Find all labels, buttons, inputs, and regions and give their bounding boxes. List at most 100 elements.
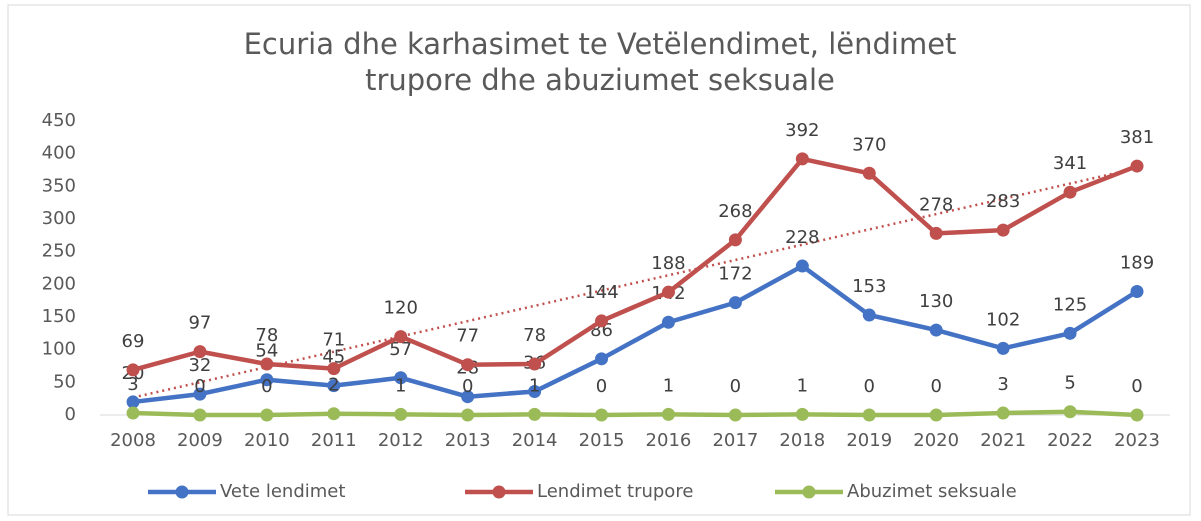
legend-label: Vete lendimet	[220, 481, 345, 502]
x-tick-label: 2011	[311, 430, 357, 451]
trendline	[132, 167, 1138, 399]
point	[1063, 326, 1077, 340]
y-tick-label: 300	[42, 208, 76, 229]
point	[1130, 408, 1144, 422]
series-line	[132, 156, 1138, 373]
data-label: 130	[919, 291, 953, 312]
data-label: 0	[462, 376, 473, 397]
data-label: 370	[852, 134, 886, 155]
x-tick-label: 2023	[1114, 430, 1160, 451]
data-label: 189	[1120, 253, 1154, 274]
point	[260, 408, 274, 422]
x-tick-label: 2020	[913, 430, 959, 451]
data-label: 0	[930, 376, 941, 397]
data-label: 268	[718, 201, 752, 222]
data-label: 1	[797, 375, 808, 396]
point	[595, 314, 609, 328]
data-label: 392	[785, 120, 819, 141]
data-label: 0	[1131, 376, 1142, 397]
data-label: 120	[384, 298, 418, 319]
data-label: 0	[730, 376, 741, 397]
series-line	[132, 409, 1138, 418]
data-label: 1	[663, 375, 674, 396]
data-label: 5	[1064, 373, 1075, 394]
point	[394, 371, 408, 385]
y-tick-label: 350	[42, 175, 76, 196]
data-label: 69	[122, 331, 145, 352]
y-tick-label: 0	[65, 404, 76, 425]
point	[327, 407, 341, 421]
point	[126, 406, 140, 420]
data-label: 125	[1053, 294, 1087, 315]
chart-frame	[7, 4, 1191, 516]
y-tick-label: 150	[42, 306, 76, 327]
point	[728, 233, 742, 247]
point	[728, 296, 742, 310]
point	[193, 408, 207, 422]
data-label: 97	[188, 313, 211, 334]
x-tick-label: 2012	[378, 430, 424, 451]
data-label: 32	[188, 355, 211, 376]
point	[862, 408, 876, 422]
data-label: 2	[328, 375, 339, 396]
legend-label: Lendimet trupore	[537, 481, 693, 502]
point	[661, 285, 675, 299]
data-label: 228	[785, 227, 819, 248]
point	[996, 341, 1010, 355]
point	[327, 362, 341, 376]
y-tick-label: 50	[53, 371, 76, 392]
data-label: 57	[389, 339, 412, 360]
data-label: 172	[718, 264, 752, 285]
y-tick-label: 450	[42, 110, 76, 131]
legend-marker	[175, 485, 189, 499]
data-label: 144	[584, 282, 618, 303]
x-tick-label: 2014	[512, 430, 558, 451]
x-tick-label: 2021	[980, 430, 1026, 451]
x-tick-label: 2009	[177, 430, 223, 451]
data-label: 1	[529, 375, 540, 396]
point	[862, 166, 876, 180]
point	[1130, 159, 1144, 173]
data-label: 0	[596, 376, 607, 397]
x-tick-label: 2016	[646, 430, 692, 451]
point	[795, 152, 809, 166]
point	[126, 363, 140, 377]
data-label: 45	[322, 347, 345, 368]
point	[528, 357, 542, 371]
x-tick-label: 2010	[244, 430, 290, 451]
chart-title: trupore dhe abuziumet seksuale	[365, 63, 835, 97]
data-label: 0	[261, 376, 272, 397]
x-tick-label: 2008	[110, 430, 156, 451]
point	[260, 373, 274, 387]
data-label: 3	[997, 374, 1008, 395]
y-tick-label: 400	[42, 143, 76, 164]
data-label: 153	[852, 276, 886, 297]
data-label: 278	[919, 194, 953, 215]
point	[394, 330, 408, 344]
data-label: 188	[651, 253, 685, 274]
data-label: 54	[255, 341, 278, 362]
point	[1063, 185, 1077, 199]
x-tick-label: 2017	[712, 430, 758, 451]
point	[394, 407, 408, 421]
point	[1063, 405, 1077, 419]
point	[996, 406, 1010, 420]
point	[795, 259, 809, 273]
point	[126, 395, 140, 409]
point	[595, 408, 609, 422]
legend-label: Abuzimet seksuale	[847, 481, 1017, 502]
data-label: 78	[255, 325, 278, 346]
point	[929, 408, 943, 422]
point	[1130, 285, 1144, 299]
x-tick-label: 2022	[1047, 430, 1093, 451]
data-label: 71	[322, 330, 345, 351]
point	[929, 226, 943, 240]
data-label: 283	[986, 191, 1020, 212]
x-tick-label: 2018	[779, 430, 825, 451]
data-label: 381	[1120, 127, 1154, 148]
point	[193, 387, 207, 401]
data-label: 0	[194, 376, 205, 397]
legend-marker	[802, 485, 816, 499]
point	[862, 308, 876, 322]
